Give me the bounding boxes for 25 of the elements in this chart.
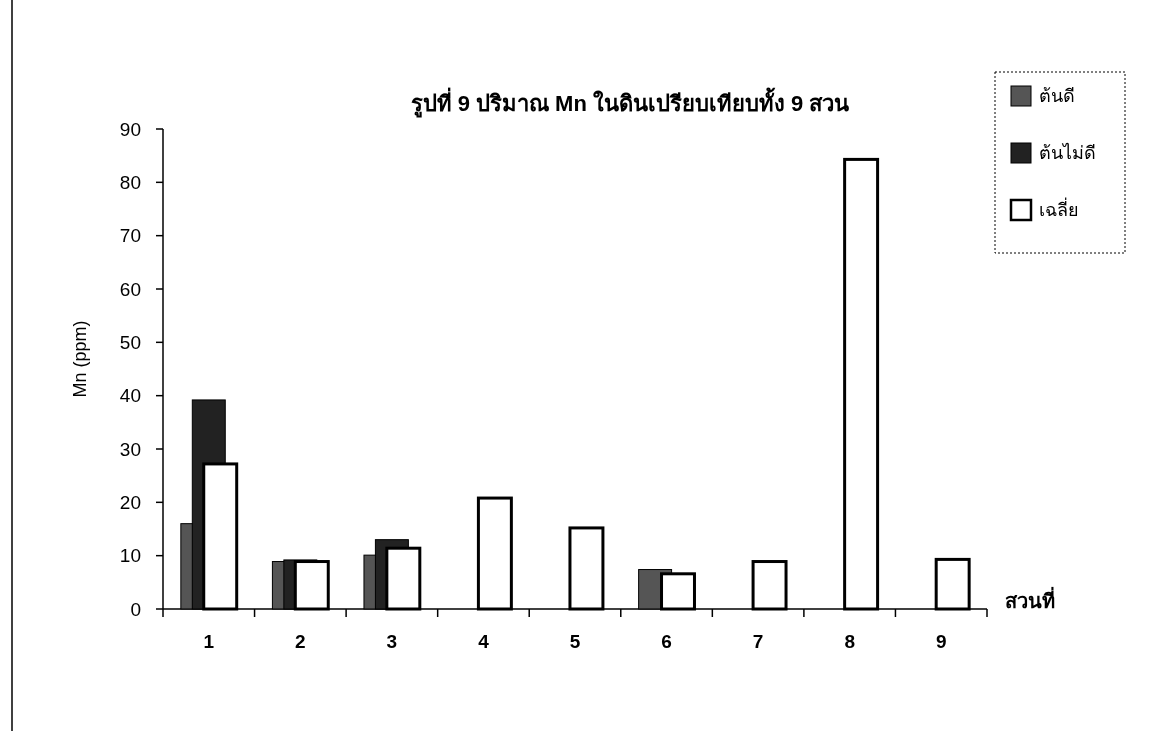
y-tick-label: 80 (119, 171, 141, 193)
y-tick-label: 20 (119, 491, 141, 513)
x-tick-label: 4 (478, 630, 490, 652)
y-tick-label: 40 (119, 385, 141, 407)
x-tick-label: 8 (844, 630, 855, 652)
y-tick-label: 90 (119, 118, 141, 140)
legend-label: เฉลี่ย (1039, 197, 1079, 220)
y-tick-label: 50 (119, 331, 141, 353)
y-axis-title: Mn (ppm) (70, 320, 90, 398)
x-axis-title: สวนที่ (1005, 586, 1055, 612)
y-tick-label: 60 (119, 278, 141, 300)
y-tick-label: 10 (119, 545, 141, 567)
legend-label: ต้นไม่ดี (1039, 142, 1096, 163)
x-tick-label: 2 (295, 630, 306, 652)
x-tick-label: 1 (203, 630, 215, 652)
y-tick-label: 70 (119, 225, 141, 247)
legend-label: ต้นดี (1039, 86, 1075, 106)
y-tick-label: 30 (119, 438, 141, 460)
y-tick-label: 0 (130, 598, 141, 620)
x-tick-label: 5 (569, 630, 581, 652)
x-tick-label: 7 (752, 630, 764, 652)
x-tick-label: 9 (935, 630, 947, 652)
chart-title: รูปที่ 9 ปริมาณ Mn ในดินเปรียบเทียบทั้ง 9 สวน (410, 87, 850, 118)
x-tick-label: 6 (661, 630, 672, 652)
x-tick-label: 3 (386, 630, 398, 652)
